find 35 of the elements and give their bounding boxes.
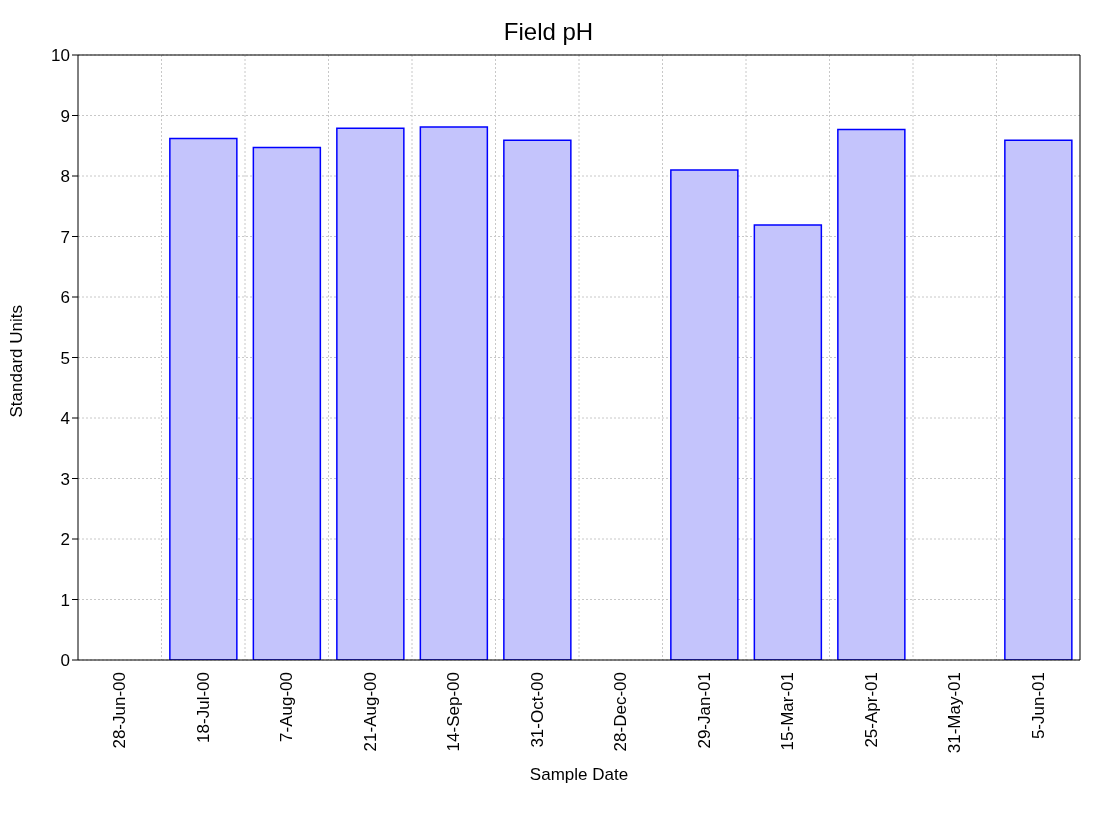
bar <box>837 128 906 660</box>
bar <box>419 126 489 660</box>
y-tick-label: 1 <box>60 590 70 610</box>
y-tick-label: 4 <box>60 409 70 429</box>
y-axis-title: Standard Units <box>7 305 27 418</box>
x-tick-label: 29-Jan-01 <box>694 672 714 749</box>
bar <box>169 137 238 660</box>
x-tick-label: 28-Jun-00 <box>110 672 130 749</box>
x-tick-label: 15-Mar-01 <box>778 672 798 751</box>
y-tick-label: 7 <box>60 227 70 247</box>
y-tick-label: 2 <box>60 530 70 550</box>
bar <box>503 139 572 660</box>
bar <box>670 169 739 660</box>
x-tick-label: 18-Jul-00 <box>193 672 213 743</box>
x-tick-label: 28-Dec-00 <box>611 672 631 752</box>
y-tick-label: 0 <box>60 651 70 671</box>
y-tick-label: 10 <box>51 46 70 66</box>
x-tick-label: 31-May-01 <box>945 672 965 754</box>
y-tick-label: 3 <box>60 469 70 489</box>
bar <box>1004 139 1073 660</box>
bar <box>252 146 322 660</box>
y-tick-label: 8 <box>60 167 70 187</box>
bar <box>753 224 823 660</box>
x-tick-label: 5-Jun-01 <box>1028 672 1048 740</box>
x-tick-label: 21-Aug-00 <box>360 672 380 752</box>
y-tick-label: 9 <box>60 106 70 126</box>
y-tick-label: 6 <box>60 288 70 308</box>
x-tick-label: 25-Apr-01 <box>861 672 881 748</box>
x-tick-label: 31-Oct-00 <box>527 672 547 748</box>
chart-title: Field pH <box>502 18 595 46</box>
x-axis-title: Sample Date <box>529 765 629 784</box>
bar <box>336 127 405 660</box>
y-tick-label: 5 <box>60 348 70 368</box>
x-tick-label: 14-Sep-00 <box>444 672 464 752</box>
x-tick-label: 7-Aug-00 <box>277 672 297 742</box>
